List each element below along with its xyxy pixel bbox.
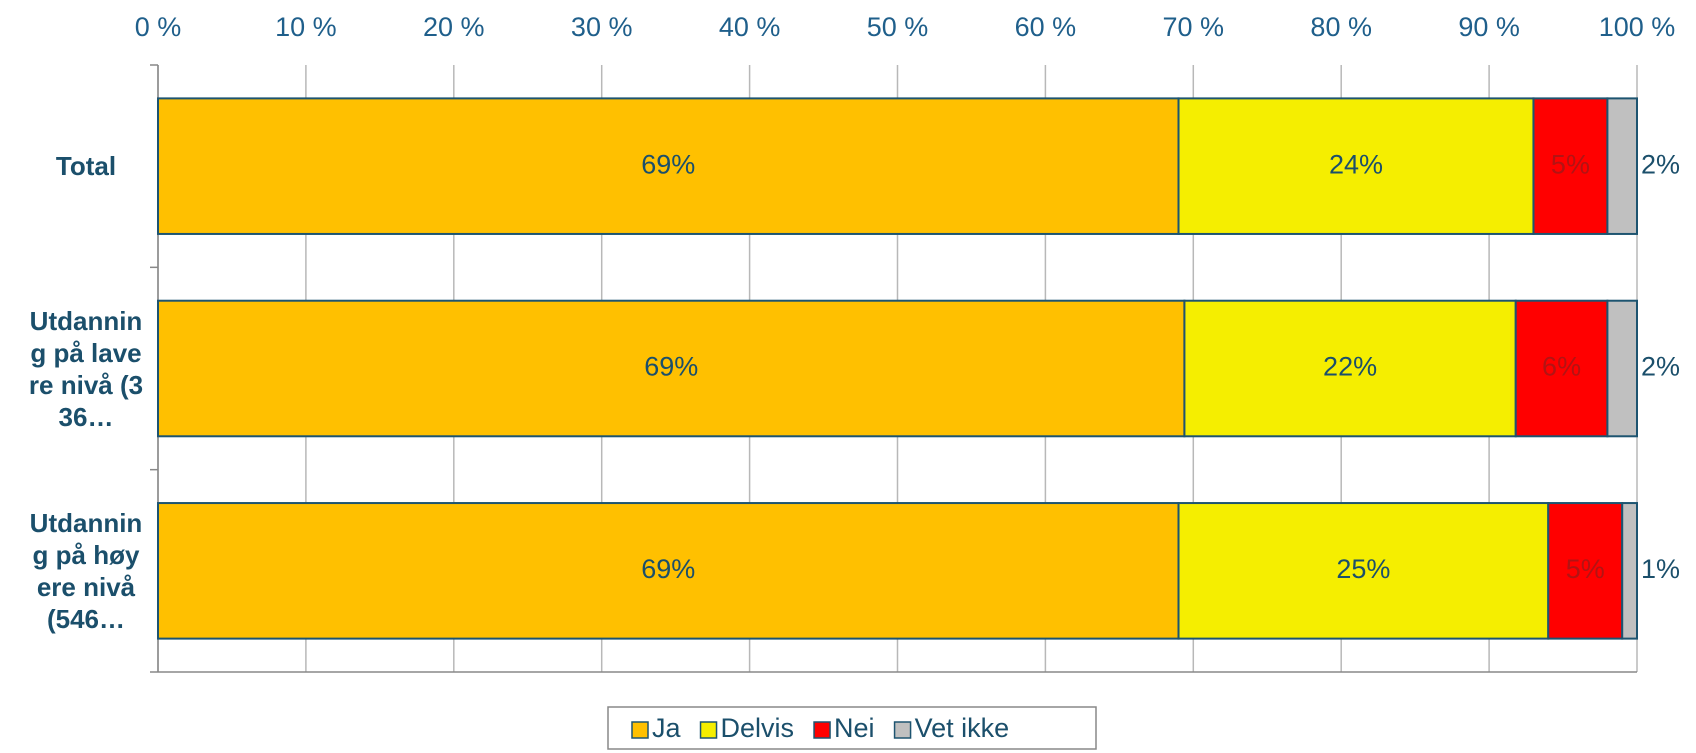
legend-box [607, 706, 1097, 750]
data-label: 6% [1542, 352, 1581, 382]
legend-label: Delvis [721, 713, 795, 743]
data-label: 5% [1566, 554, 1605, 584]
x-tick-label: 30 % [571, 12, 633, 42]
data-label: 2% [1641, 149, 1680, 179]
bar-segment [1177, 502, 1550, 640]
x-tick-label: 70 % [1163, 12, 1225, 42]
x-tick-label: 60 % [1015, 12, 1077, 42]
bar-segment [1606, 97, 1639, 235]
legend-label: Nei [834, 713, 875, 743]
x-tick-label: 20 % [423, 12, 485, 42]
x-tick-label: 90 % [1458, 12, 1520, 42]
y-tick-label: Utdanning på høyere nivå (546… [29, 507, 143, 634]
legend-swatch [631, 721, 649, 739]
legend-label: Vet ikke [915, 713, 1010, 743]
data-label: 69% [644, 352, 698, 382]
bar-segment [1621, 502, 1638, 640]
data-label: 1% [1641, 554, 1680, 584]
x-tick-label: 40 % [719, 12, 781, 42]
x-tick-label: 50 % [867, 12, 929, 42]
bar-segment [1606, 299, 1639, 438]
bar-segment [157, 502, 1180, 640]
data-label: 24% [1329, 149, 1383, 179]
bar-segment [157, 299, 1186, 438]
y-tick-label: Total [55, 151, 117, 182]
bar-segment [157, 97, 1180, 235]
data-label: 25% [1336, 554, 1390, 584]
bar-segment [1177, 97, 1535, 235]
x-tick-label: 100 % [1599, 12, 1676, 42]
data-label: 2% [1641, 352, 1680, 382]
y-tick-label: Utdanning på lavere nivå (336… [28, 305, 144, 432]
data-label: 5% [1551, 149, 1590, 179]
data-label: 22% [1323, 352, 1377, 382]
legend: Ja Delvis Nei Vet ikke [631, 713, 1010, 743]
legend-swatch [813, 721, 831, 739]
legend-swatch [699, 721, 718, 739]
data-label: 69% [641, 554, 695, 584]
x-tick-label: 0 % [135, 12, 182, 42]
legend-swatch [893, 721, 912, 739]
data-label: 69% [641, 149, 695, 179]
bar-segment [1547, 502, 1624, 640]
legend-label: Ja [652, 713, 682, 743]
bar-segment [1532, 97, 1609, 235]
bar-segment [1514, 299, 1609, 438]
x-tick-label: 10 % [275, 12, 337, 42]
x-tick-label: 80 % [1310, 12, 1372, 42]
